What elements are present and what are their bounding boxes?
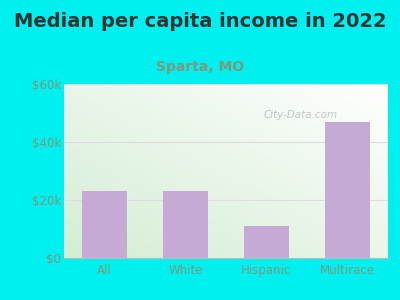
Bar: [82, 191, 127, 258]
Text: City-Data.com: City-Data.com: [264, 110, 338, 120]
Text: Sparta, MO: Sparta, MO: [156, 60, 244, 74]
Bar: [163, 191, 208, 258]
Text: Median per capita income in 2022: Median per capita income in 2022: [14, 12, 386, 31]
Bar: [244, 226, 289, 258]
Bar: [325, 122, 370, 258]
